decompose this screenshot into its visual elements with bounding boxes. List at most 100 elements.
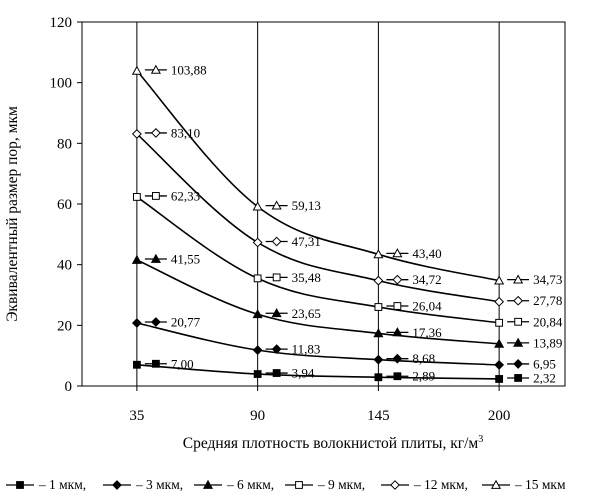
- data-point-5-4: [494, 296, 505, 307]
- data-label: 83,10: [171, 125, 200, 140]
- legend-label-1: 1 мкм,: [49, 477, 86, 492]
- data-point-4-1: [132, 193, 141, 201]
- data-label-marker: [513, 359, 524, 369]
- data-label-marker: [513, 274, 524, 284]
- data-point-1-2: [253, 370, 262, 378]
- series-line-4: [136, 196, 500, 324]
- data-label: 43,40: [412, 246, 441, 261]
- data-point-2-4: [494, 360, 505, 370]
- data-label: 20,77: [171, 314, 201, 329]
- legend-label-6: 15 мкм: [525, 477, 566, 492]
- data-label-marker: [392, 274, 403, 285]
- data-label: 59,13: [292, 198, 321, 213]
- data-point-1-1: [132, 360, 141, 369]
- legend-marker-2: [112, 480, 122, 490]
- data-labels: 7,00 3,94 2,89 2,32 20,77 11,83 8,68 6,95 41,55 2…: [144, 62, 563, 385]
- data-point-5-1: [131, 129, 142, 139]
- data-label: 26,04: [412, 299, 442, 314]
- legend-dash: –: [135, 477, 143, 492]
- x-tick-label: 35: [129, 408, 144, 424]
- plot-border: [81, 21, 566, 387]
- data-label-marker: [272, 369, 281, 377]
- data-label-marker: [393, 372, 402, 381]
- data-point-3-3: [373, 328, 384, 338]
- data-label-marker: [151, 359, 160, 368]
- data-point-2-2: [252, 345, 263, 356]
- series-line-2: [136, 322, 500, 366]
- series-lines: [131, 65, 505, 383]
- data-point-6-3: [373, 249, 384, 259]
- data-label: 35,48: [292, 270, 321, 285]
- y-tick-label: 100: [50, 76, 73, 92]
- data-label: 34,73: [533, 272, 562, 287]
- data-label-marker: [393, 302, 402, 310]
- data-label-marker: [271, 344, 282, 355]
- data-label: 3,94: [292, 366, 315, 381]
- data-point-6-4: [494, 275, 505, 285]
- y-tick-label: 0: [65, 379, 73, 395]
- data-point-5-3: [373, 275, 384, 286]
- y-tick-label: 40: [57, 258, 72, 274]
- data-label-marker: [271, 200, 282, 210]
- data-label-marker: [392, 327, 403, 337]
- data-point-6-2: [252, 201, 263, 211]
- y-tick-label: 20: [57, 318, 72, 334]
- data-point-6-1: [131, 65, 142, 75]
- legend-dash: –: [514, 477, 522, 492]
- data-label: 103,88: [171, 62, 207, 77]
- data-point-2-1: [131, 318, 142, 328]
- data-label: 8,68: [412, 351, 435, 366]
- x-tick-label: 145: [367, 408, 390, 424]
- data-label-marker: [272, 273, 281, 282]
- legend-dash: –: [317, 477, 325, 492]
- legend-dash: –: [38, 477, 46, 492]
- data-label: 41,55: [171, 251, 200, 266]
- data-label-marker: [513, 295, 524, 306]
- data-point-3-1: [131, 254, 142, 264]
- data-label-marker: [150, 317, 161, 327]
- legend-marker-1: [16, 481, 24, 489]
- legend-dash: –: [413, 477, 421, 492]
- data-point-4-2: [253, 274, 262, 283]
- data-label-marker: [271, 308, 282, 318]
- data-label: 13,89: [533, 335, 562, 350]
- legend-label-5: 12 мкм,: [424, 477, 468, 492]
- legend-marker-3: [202, 479, 214, 489]
- data-label-marker: [514, 317, 523, 326]
- data-label: 34,72: [412, 272, 441, 287]
- data-point-5-2: [252, 237, 263, 248]
- axes: 0 20 40 60 80 100 120 35 90 145 200: [50, 15, 566, 424]
- data-label: 62,33: [171, 188, 200, 203]
- data-label-marker: [392, 248, 403, 258]
- data-point-1-4: [495, 375, 504, 383]
- data-point-3-4: [494, 338, 505, 348]
- data-point-4-4: [495, 318, 504, 327]
- data-point-3-2: [252, 309, 263, 319]
- data-point-2-3: [373, 354, 384, 365]
- data-label: 17,36: [412, 325, 442, 340]
- legend-label-4: 9 мкм,: [328, 477, 365, 492]
- data-label-marker: [514, 374, 523, 382]
- data-label: 2,32: [533, 370, 556, 385]
- x-tick-label: 90: [250, 408, 265, 424]
- data-label-marker: [513, 337, 524, 347]
- legend-dash: –: [226, 477, 234, 492]
- data-label-marker: [151, 192, 160, 200]
- data-label-marker: [150, 128, 161, 138]
- data-label-marker: [271, 236, 282, 247]
- series-line-5: [136, 133, 500, 303]
- data-label-marker: [392, 353, 403, 364]
- y-tick-label: 120: [50, 15, 73, 31]
- series-line-1: [136, 363, 500, 380]
- data-point-4-3: [374, 303, 383, 311]
- data-label: 23,65: [292, 306, 321, 321]
- data-label-marker: [150, 253, 161, 263]
- x-tick-label: 200: [488, 408, 511, 424]
- legend: –1 мкм, –3 мкм, –6 мкм, –9 мкм, –12 мкм, –15 …: [6, 477, 566, 492]
- y-tick-label: 80: [57, 136, 72, 152]
- data-label: 11,83: [292, 342, 321, 357]
- legend-label-2: 3 мкм,: [146, 477, 183, 492]
- series-line-6: [136, 70, 500, 282]
